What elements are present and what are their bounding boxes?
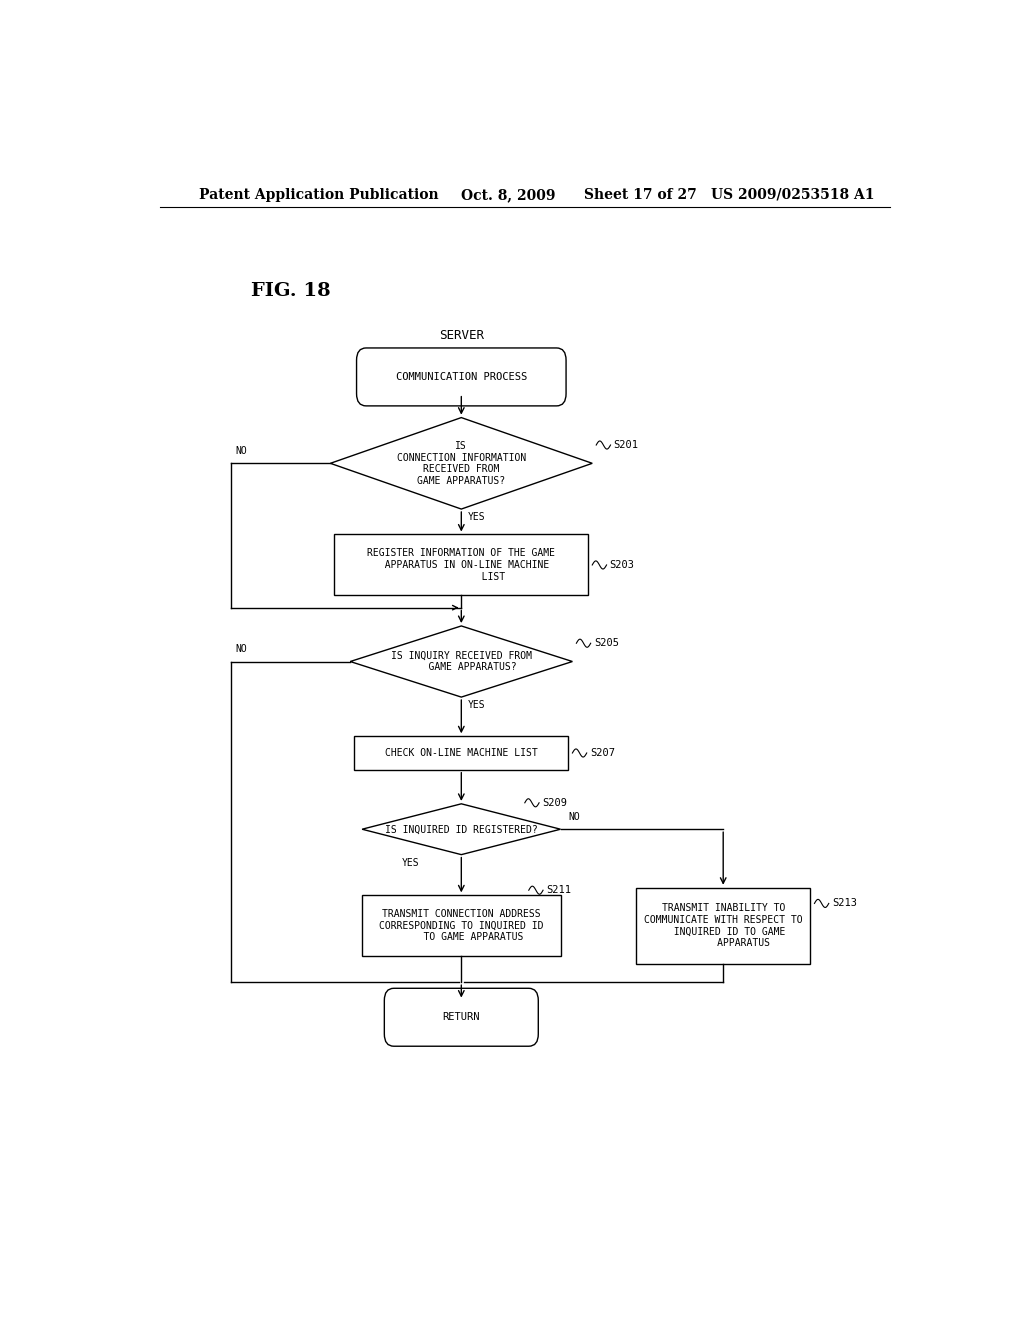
Text: YES: YES: [401, 858, 420, 867]
Text: IS INQUIRY RECEIVED FROM
    GAME APPARATUS?: IS INQUIRY RECEIVED FROM GAME APPARATUS?: [391, 651, 531, 672]
Text: IS INQUIRED ID REGISTERED?: IS INQUIRED ID REGISTERED?: [385, 824, 538, 834]
Text: S205: S205: [594, 639, 618, 648]
FancyBboxPatch shape: [356, 348, 566, 405]
Bar: [334, 535, 588, 595]
Text: S213: S213: [831, 899, 857, 908]
Text: S209: S209: [543, 797, 567, 808]
Text: NO: NO: [568, 812, 581, 822]
Text: RETURN: RETURN: [442, 1012, 480, 1022]
Text: IS
CONNECTION INFORMATION
RECEIVED FROM
GAME APPARATUS?: IS CONNECTION INFORMATION RECEIVED FROM …: [396, 441, 526, 486]
Bar: [362, 895, 560, 956]
Text: YES: YES: [468, 700, 485, 710]
Text: S211: S211: [546, 886, 571, 895]
Text: Patent Application Publication: Patent Application Publication: [200, 187, 439, 202]
Polygon shape: [350, 626, 572, 697]
Polygon shape: [362, 804, 560, 854]
Polygon shape: [331, 417, 592, 510]
Text: S207: S207: [590, 748, 614, 758]
Text: FIG. 18: FIG. 18: [251, 281, 331, 300]
Text: NO: NO: [236, 644, 247, 655]
Text: CHECK ON-LINE MACHINE LIST: CHECK ON-LINE MACHINE LIST: [385, 748, 538, 758]
Text: Sheet 17 of 27: Sheet 17 of 27: [585, 187, 697, 202]
Bar: [354, 737, 568, 770]
Text: S201: S201: [613, 440, 639, 450]
Text: REGISTER INFORMATION OF THE GAME
  APPARATUS IN ON-LINE MACHINE
           LIST: REGISTER INFORMATION OF THE GAME APPARAT…: [368, 548, 555, 582]
Bar: [636, 887, 811, 964]
Text: SERVER: SERVER: [439, 329, 483, 342]
Text: Oct. 8, 2009: Oct. 8, 2009: [461, 187, 556, 202]
Text: US 2009/0253518 A1: US 2009/0253518 A1: [712, 187, 874, 202]
FancyBboxPatch shape: [384, 989, 539, 1047]
Text: NO: NO: [236, 446, 247, 457]
Text: TRANSMIT CONNECTION ADDRESS
CORRESPONDING TO INQUIRED ID
    TO GAME APPARATUS: TRANSMIT CONNECTION ADDRESS CORRESPONDIN…: [379, 909, 544, 942]
Text: COMMUNICATION PROCESS: COMMUNICATION PROCESS: [395, 372, 527, 381]
Text: YES: YES: [468, 512, 485, 523]
Text: TRANSMIT INABILITY TO
COMMUNICATE WITH RESPECT TO
  INQUIRED ID TO GAME
       A: TRANSMIT INABILITY TO COMMUNICATE WITH R…: [644, 903, 803, 948]
Text: S203: S203: [609, 560, 635, 570]
